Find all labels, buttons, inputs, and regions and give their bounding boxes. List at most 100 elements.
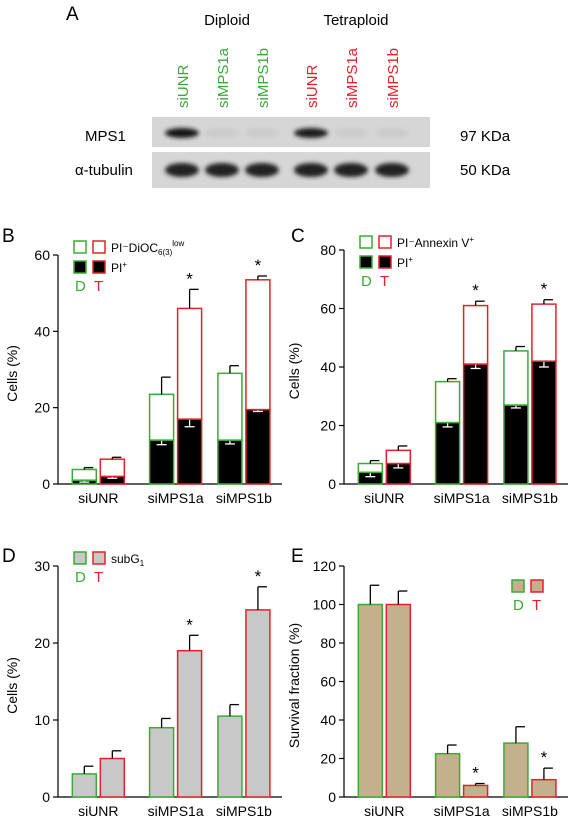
bar [217,439,243,485]
bar [462,784,489,798]
chart-panel-e: E 0 20 40 60 80 100 120 Survival fraction (%) siU… [286,546,568,819]
bar [531,360,557,485]
blot-band [245,163,279,177]
x-tick-label: siUNR [364,490,404,506]
significance-star: * [186,615,193,634]
x-tick-label: siMPS1b [216,803,272,819]
legend-label: PI+ [397,255,413,270]
legend-swatch [511,579,525,593]
bar [71,773,98,798]
legend-t-label: T [94,569,103,586]
significance-star: * [255,567,262,586]
lane-label: siMPS1a [215,47,232,108]
x-tick-label: siMPS1b [502,490,558,506]
bar [503,742,529,798]
legend-swatch [92,240,106,254]
legend-t-label: T [380,273,389,290]
bar [434,421,461,485]
y-tick-label: 20 [34,400,50,416]
panel-letter: B [2,226,15,247]
significance-star: * [472,764,479,783]
legend-swatch [73,551,87,565]
blot-band [165,163,199,177]
blot-band [165,128,199,138]
y-tick-label: 80 [320,635,336,651]
diploid-group-label: Diploid [204,12,250,29]
panel-a: A Diploid Tetraploid siUNR siMPS1a siMPS1b… [66,4,511,188]
tetraploid-group-label: Tetraploid [323,12,388,29]
bar [434,752,461,798]
legend-label: subG1 [111,552,145,568]
significance-star: * [255,256,262,275]
y-tick-label: 40 [320,359,336,375]
y-tick-label: 20 [34,635,50,651]
bar [148,439,175,485]
y-axis-label: Cells (%) [4,345,20,402]
blot-band [334,128,368,138]
legend-label: PI⁻DiOC6(3)low [111,239,184,257]
bar [148,393,175,441]
legend-swatch [92,260,106,274]
bar [176,418,203,485]
significance-star: * [541,280,548,299]
bar [176,307,203,420]
bar [245,408,271,485]
bar [503,404,529,485]
y-tick-label: 0 [328,476,336,492]
bar [385,603,412,798]
x-tick-label: siMPS1b [502,803,558,819]
y-tick-label: 80 [320,242,336,258]
y-tick-label: 30 [34,558,50,574]
bar [434,380,461,424]
bar [531,303,557,362]
y-axis-label: Cells (%) [4,657,20,714]
legend-swatch [359,255,373,269]
legend-swatch [378,235,392,249]
y-tick-label: 0 [42,476,50,492]
panel-letter: D [2,546,16,567]
panel-a-letter: A [66,4,79,25]
bar [99,458,126,478]
bar [531,778,557,798]
y-tick-label: 20 [320,751,336,767]
y-tick-label: 60 [34,247,50,263]
blot-band [205,163,239,177]
bar [217,715,243,798]
lane-labels: siUNR siMPS1a siMPS1b siUNR siMPS1a siMPS1b [175,47,402,108]
tubulin-size-label: 50 KDa [460,162,511,179]
lane-label: siMPS1b [255,48,272,108]
legend-d-label: D [75,278,86,295]
bar [245,609,271,798]
y-tick-label: 0 [42,789,50,805]
y-axis-label: Survival fraction (%) [286,623,302,748]
x-tick-label: siMPS1a [434,490,490,506]
legend: subG1 D T [73,551,145,586]
chart-panel-c: C 0 20 40 60 80 Cells (%) siUNR siMPS1a * siMPS1b *… [286,226,568,506]
x-tick-label: siMPS1b [216,490,272,506]
x-tick-label: siUNR [78,803,118,819]
legend-swatch [73,240,87,254]
lane-label: siUNR [175,65,192,108]
bar [245,279,271,411]
tubulin-protein-label: α-tubulin [75,162,133,179]
blot-band [375,163,409,177]
bar [385,449,412,465]
x-tick-label: siUNR [78,490,118,506]
bar [71,468,98,481]
legend-t-label: T [94,278,103,295]
y-tick-label: 120 [313,558,337,574]
mps1-protein-label: MPS1 [85,128,126,145]
legend: PI⁻DiOC6(3)low PI+ D T [73,239,184,295]
x-tick-label: siUNR [364,803,404,819]
legend-t-label: T [532,597,541,614]
legend-label: PI+ [111,260,127,275]
y-axis-label: Cells (%) [286,343,302,400]
significance-star: * [186,269,193,288]
y-tick-label: 60 [320,674,336,690]
blot-band [245,128,279,138]
lane-label: siMPS1a [344,47,361,108]
panel-letter: C [291,226,305,247]
legend-d-label: D [513,597,524,614]
